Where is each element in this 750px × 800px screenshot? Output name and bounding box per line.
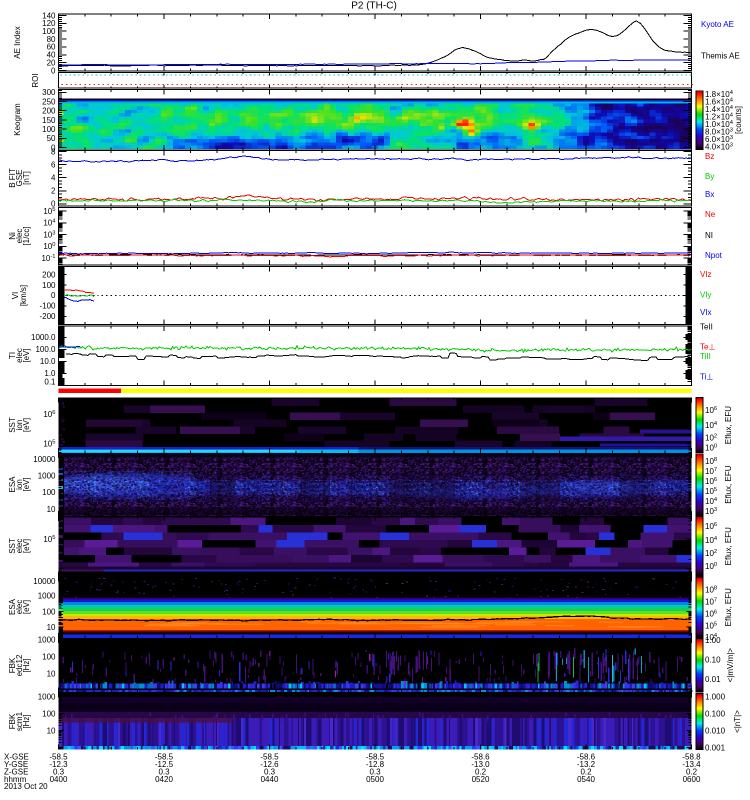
- svg-text:105: 105: [43, 207, 55, 216]
- svg-text:1000.0: 1000.0: [31, 333, 56, 342]
- svg-text:10000: 10000: [33, 577, 56, 586]
- svg-text:100: 100: [42, 125, 56, 134]
- svg-text:140: 140: [42, 11, 56, 20]
- svg-text:10: 10: [47, 623, 56, 632]
- svg-text:6: 6: [51, 160, 56, 169]
- svg-text:1000: 1000: [38, 635, 56, 644]
- svg-text:10: 10: [47, 505, 56, 514]
- svg-text:50: 50: [47, 134, 56, 143]
- svg-text:10000: 10000: [33, 455, 56, 464]
- svg-text:80: 80: [47, 35, 56, 44]
- svg-text:300: 300: [42, 88, 56, 97]
- svg-text:200: 200: [42, 107, 56, 116]
- svg-text:100: 100: [42, 281, 56, 290]
- svg-text:106: 106: [43, 410, 55, 419]
- svg-text:0: 0: [51, 66, 56, 75]
- svg-text:105: 105: [43, 439, 55, 448]
- svg-text:104: 104: [43, 219, 56, 228]
- svg-text:105: 105: [43, 535, 55, 544]
- svg-text:0.1: 0.1: [44, 378, 56, 387]
- svg-text:0: 0: [51, 143, 56, 152]
- svg-text:8: 8: [51, 147, 56, 156]
- svg-text:0: 0: [51, 200, 56, 209]
- svg-text:150: 150: [42, 116, 56, 125]
- svg-text:1000: 1000: [38, 472, 56, 481]
- svg-text:103: 103: [43, 230, 55, 239]
- svg-text:40: 40: [47, 51, 56, 60]
- svg-text:20: 20: [47, 58, 56, 67]
- svg-text:200: 200: [42, 270, 56, 279]
- svg-text:1000: 1000: [38, 591, 56, 600]
- svg-text:4: 4: [51, 174, 56, 183]
- svg-text:60: 60: [47, 43, 56, 52]
- svg-text:2: 2: [51, 187, 56, 196]
- svg-text:-200: -200: [39, 312, 56, 321]
- svg-text:0: 0: [51, 291, 56, 300]
- svg-text:1.0: 1.0: [44, 369, 56, 378]
- svg-text:100: 100: [42, 27, 56, 36]
- svg-text:10: 10: [47, 670, 56, 679]
- svg-text:-100: -100: [39, 302, 56, 311]
- svg-text:100: 100: [43, 242, 55, 251]
- svg-text:100.0: 100.0: [35, 345, 56, 354]
- svg-text:10-1: 10-1: [41, 254, 55, 263]
- svg-text:120: 120: [42, 19, 56, 28]
- svg-text:100: 100: [42, 607, 56, 616]
- svg-text:100: 100: [42, 652, 56, 661]
- svg-text:10.0: 10.0: [40, 357, 56, 366]
- svg-text:250: 250: [42, 97, 56, 106]
- svg-text:100: 100: [42, 488, 56, 497]
